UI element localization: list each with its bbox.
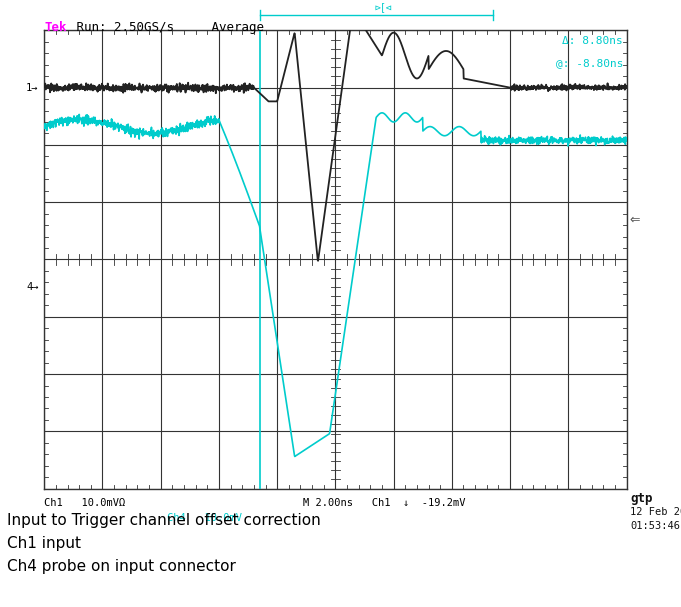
Text: gtp: gtp	[630, 492, 652, 504]
Text: Ch1 input: Ch1 input	[7, 536, 81, 551]
Text: Ch4 probe on input connector: Ch4 probe on input connector	[7, 559, 236, 574]
Text: Δ: 8.80ns: Δ: 8.80ns	[563, 36, 623, 46]
Text: Ch4   10.0mV: Ch4 10.0mV	[167, 513, 242, 523]
Text: 4→: 4→	[26, 282, 38, 292]
Text: ⇐: ⇐	[629, 214, 640, 227]
Text: 12 Feb 2008: 12 Feb 2008	[630, 507, 681, 517]
Text: 1→: 1→	[26, 83, 38, 93]
Text: Run: 2.50GS/s     Average: Run: 2.50GS/s Average	[69, 21, 264, 34]
Text: M 2.00ns   Ch1  ↓  -19.2mV: M 2.00ns Ch1 ↓ -19.2mV	[303, 498, 466, 507]
Text: 01:53:46: 01:53:46	[630, 521, 680, 531]
Text: @: -8.80ns: @: -8.80ns	[556, 58, 623, 67]
Text: ⊳[⊲: ⊳[⊲	[374, 2, 392, 12]
Text: Tek: Tek	[44, 21, 67, 34]
Text: Ch1   10.0mVΩ: Ch1 10.0mVΩ	[44, 498, 125, 507]
Text: Input to Trigger channel offset correction: Input to Trigger channel offset correcti…	[7, 513, 321, 528]
